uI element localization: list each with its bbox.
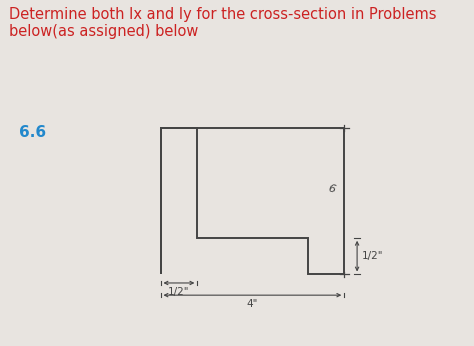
Text: Determine both Ix and Iy for the cross-section in Problems
below(as assigned) be: Determine both Ix and Iy for the cross-s… [9, 7, 437, 39]
Text: 6.6: 6.6 [19, 125, 46, 139]
Text: 4": 4" [247, 299, 258, 309]
Text: 1/2": 1/2" [362, 251, 383, 261]
Text: 6: 6 [327, 183, 336, 195]
Text: 1/2": 1/2" [168, 286, 190, 297]
Polygon shape [161, 128, 344, 274]
